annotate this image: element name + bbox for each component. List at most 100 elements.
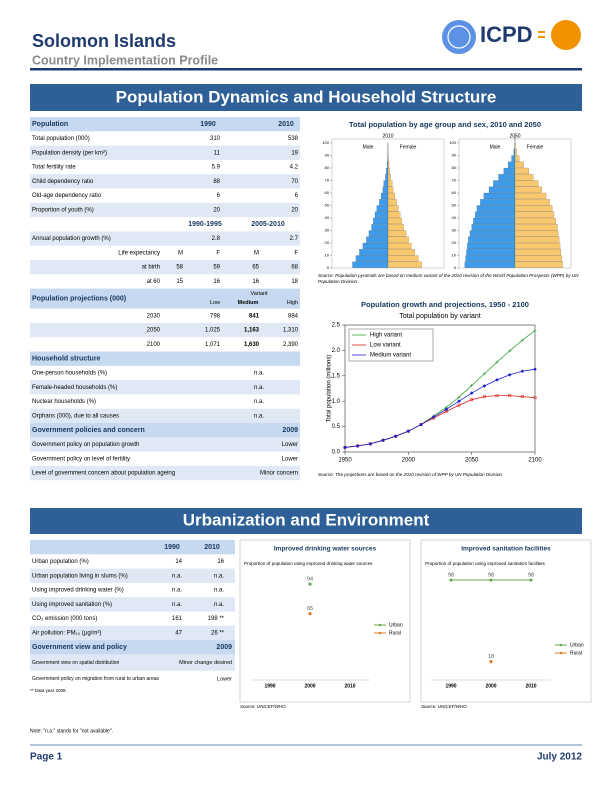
y-axis-label: Total population (millions)	[327, 355, 333, 423]
cell: at 60	[147, 279, 161, 285]
plot-frame	[344, 324, 536, 453]
pyramid-bar	[480, 199, 516, 206]
row-background	[30, 202, 300, 218]
cell: Variant	[250, 291, 267, 297]
cell: F	[216, 250, 220, 256]
legend-label: Low variant	[370, 343, 401, 349]
cell: 2.7	[290, 236, 299, 242]
source: Source: The projections are based on the…	[318, 472, 503, 477]
y-tick-label: 0	[327, 265, 330, 270]
pyramid-bar	[387, 236, 409, 243]
pyramid-bar	[475, 211, 516, 218]
cell: 161	[172, 616, 183, 622]
cell: 4.2	[290, 165, 299, 171]
marker	[482, 384, 487, 388]
y-tick-label: 40	[452, 215, 457, 220]
cell: 6	[295, 193, 299, 199]
un-emblem	[442, 20, 476, 54]
y-tick-label: 50	[325, 203, 330, 208]
chart-title: Population growth and projections, 1950 …	[361, 300, 529, 309]
pyramid-bar	[387, 174, 391, 181]
section-title: Population Dynamics and Household Struct…	[116, 87, 497, 106]
cell: Lower	[217, 676, 232, 682]
source: Source: UNICEF/WHO	[240, 704, 286, 709]
panel-label: 2050	[509, 133, 520, 139]
legend-marker	[378, 623, 382, 627]
pyramid-bar	[387, 155, 389, 162]
footnote: ** Data year 2008.	[30, 688, 67, 693]
section-title: Urbanization and Environment	[183, 510, 430, 529]
cell: 26 **	[211, 631, 225, 637]
x-tick-label: 2050	[465, 458, 479, 464]
legend-label: Female	[400, 144, 417, 150]
table-header: Government policies and concern	[32, 427, 145, 434]
row-background	[30, 625, 235, 641]
row-label: Government view on spatial distribution	[32, 660, 119, 666]
legend-label: High variant	[370, 333, 402, 339]
y-tick-label: 1.0	[332, 399, 341, 405]
pyramid-bar	[387, 255, 419, 262]
cell: 16	[252, 279, 259, 285]
pyramid-bar	[468, 236, 516, 243]
pyramid-bar	[387, 180, 393, 187]
cell: 68	[291, 265, 298, 271]
legend-label: Urban	[389, 622, 403, 628]
logo-circle	[551, 20, 581, 50]
y-tick-label: 30	[325, 228, 330, 233]
pyramid-bar	[498, 174, 516, 181]
y-tick-label: 0.0	[332, 450, 341, 456]
pyramid-bar	[507, 161, 516, 168]
row-background	[30, 351, 300, 366]
cell: Minor change desired	[179, 660, 232, 666]
legend-marker	[559, 651, 563, 655]
marker	[507, 372, 512, 377]
row-background	[30, 288, 300, 309]
chart-frame	[239, 539, 411, 703]
y-tick-label: 100	[322, 140, 329, 145]
pyramid-bar	[514, 261, 563, 268]
cell: 1,025	[205, 328, 221, 334]
pyramid-bar	[387, 217, 402, 225]
marker	[470, 398, 474, 402]
pyramid-bar	[467, 242, 516, 250]
x-tick-label: 2000	[304, 683, 315, 689]
cell: n.a.	[214, 588, 224, 594]
cell: 1,071	[205, 342, 221, 348]
row-label: Urban population (%)	[32, 559, 89, 565]
y-tick-label: 1.5	[332, 373, 341, 379]
y-tick-label: 100	[449, 140, 456, 145]
pyramid-bar	[387, 161, 390, 168]
pyramid-bar	[514, 149, 517, 156]
cell: 19	[291, 150, 298, 156]
data-label: 65	[307, 606, 313, 612]
pyramid-bar	[368, 230, 389, 237]
cell: 841	[249, 313, 260, 319]
cell: 2,390	[283, 342, 299, 348]
row-label: Female-headed households (%)	[32, 385, 117, 391]
pyramid-bar	[514, 174, 534, 181]
cell: 2030	[147, 313, 161, 319]
pyramid-bar	[473, 217, 516, 225]
marker	[406, 429, 411, 433]
pyramid-bar	[387, 242, 412, 250]
cell: Lower	[282, 456, 298, 462]
pyramid-bar	[511, 155, 516, 162]
pyramid-bar	[387, 199, 397, 206]
pyramid-bar	[386, 167, 389, 175]
pyramid-bar	[514, 236, 560, 243]
row-label: Orphans (000), due to all causes	[32, 413, 119, 419]
y-tick-label: 40	[325, 215, 330, 220]
page-number: Page 1	[30, 752, 63, 763]
marker	[457, 395, 461, 399]
marker	[529, 578, 533, 582]
marker	[482, 372, 486, 376]
un-emblem-ring	[447, 25, 471, 49]
marker	[308, 582, 312, 586]
marker	[444, 407, 449, 412]
cell: High	[287, 300, 298, 306]
pyramid-bar	[376, 205, 389, 212]
row-label: Government policy on level of fertility	[32, 456, 130, 462]
y-tick-label: 10	[452, 253, 457, 258]
legend-label: Female	[527, 144, 544, 150]
marker	[520, 369, 525, 374]
